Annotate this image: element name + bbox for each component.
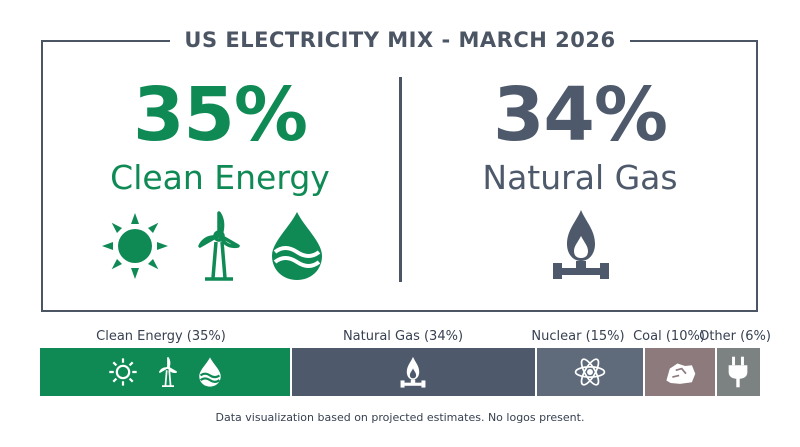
clean-energy-panel: 35% Clean Energy (41, 72, 399, 198)
clean-energy-icons (101, 210, 325, 282)
clean-energy-percent: 35% (132, 72, 308, 158)
wind-turbine-icon (198, 211, 240, 281)
bar-segment-natural-gas (292, 348, 535, 396)
legend-label-clean-energy: Clean Energy (35%) (96, 329, 226, 344)
water-drop-icon (272, 212, 322, 280)
bar-segment-nuclear (536, 348, 643, 396)
gas-flame-icon (400, 356, 426, 388)
panel-divider (399, 77, 402, 282)
bar-segment-clean-energy (40, 348, 290, 396)
legend-label-coal: Coal (10%) (633, 329, 705, 344)
natural-gas-percent: 34% (492, 72, 668, 158)
footnote: Data visualization based on projected es… (215, 411, 585, 424)
wind-turbine-icon (159, 357, 177, 387)
legend-label-nuclear: Nuclear (15%) (531, 329, 625, 344)
bar-segment-other (716, 348, 760, 396)
plug-icon (729, 356, 748, 388)
bar-segment-coal (644, 348, 715, 396)
sun-icon (102, 213, 168, 279)
title-wrap: US ELECTRICITY MIX - MARCH 2026 (0, 26, 800, 54)
atom-icon (574, 358, 606, 386)
sun-icon (109, 358, 137, 386)
coal-icon (666, 363, 696, 384)
gas-flame-icon (553, 210, 609, 279)
clean-energy-label: Clean Energy (110, 158, 330, 197)
stacked-bar (40, 348, 760, 396)
natural-gas-icons (552, 208, 610, 280)
water-drop-icon (199, 357, 221, 387)
legend-label-natural-gas: Natural Gas (34%) (342, 329, 464, 344)
legend-label-other: Other (6%) (699, 329, 771, 344)
natural-gas-label: Natural Gas (482, 158, 678, 197)
chart-title: US ELECTRICITY MIX - MARCH 2026 (170, 26, 630, 54)
natural-gas-panel: 34% Natural Gas (402, 72, 758, 198)
